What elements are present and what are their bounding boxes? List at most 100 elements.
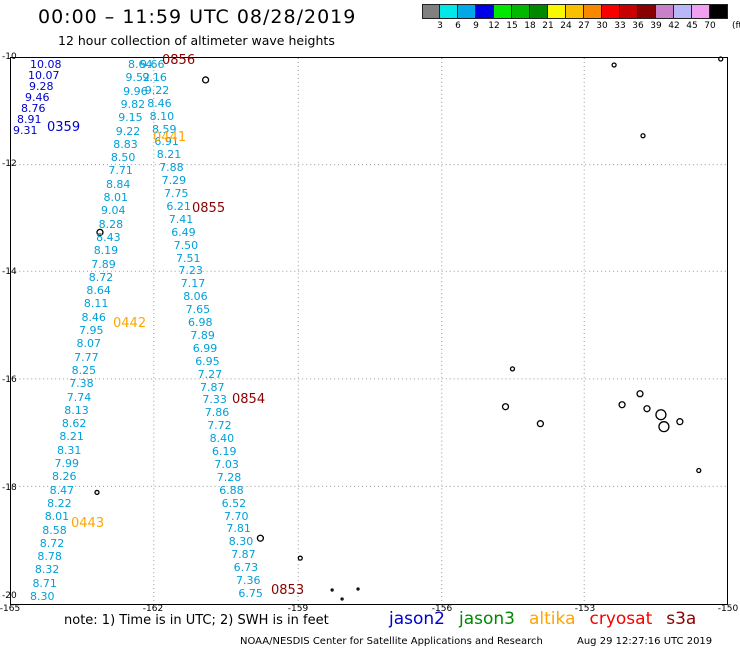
island-outline	[636, 390, 644, 398]
swh-value: 9.52	[125, 71, 151, 85]
pass-time-label: 0853	[271, 583, 305, 598]
pass-time-label: 0359	[47, 120, 81, 135]
swh-value: 8.50	[110, 151, 136, 165]
swh-value: 8.01	[44, 510, 70, 524]
swh-value: 7.77	[74, 350, 99, 364]
swh-value: 8.47	[49, 483, 75, 497]
scale-label: 9	[473, 21, 479, 31]
swh-value: 8.83	[113, 137, 138, 151]
map-frame	[10, 56, 728, 605]
scale-swatch	[710, 4, 728, 19]
swh-value: 8.26	[52, 470, 77, 484]
scale-swatch	[422, 4, 440, 19]
longitude-label: -162	[142, 604, 164, 614]
scale-label: 21	[542, 21, 554, 31]
swh-value: 8.78	[37, 550, 62, 564]
scale-swatch	[494, 4, 512, 19]
swh-value: 8.06	[183, 290, 208, 304]
longitude-label: -159	[287, 604, 309, 614]
swh-value: 8.58	[42, 523, 67, 537]
swh-value: 6.21	[166, 199, 191, 213]
map-subtitle: 12 hour collection of altimeter wave hei…	[58, 33, 335, 48]
scale-swatch	[674, 4, 692, 19]
latitude-label: -16	[2, 375, 17, 385]
satellite-legend: jason2 jason3 altika cryosat s3a	[389, 609, 696, 629]
swh-value: 8.59	[152, 122, 177, 136]
swh-value: 6.95	[195, 354, 220, 368]
swh-value: 7.75	[164, 187, 189, 200]
color-scale	[422, 4, 728, 19]
latitude-label: -12	[2, 159, 17, 169]
scale-label: 30	[596, 21, 608, 31]
swh-value: 7.65	[185, 303, 211, 317]
swh-value: 7.51	[176, 251, 201, 265]
swh-value: 7.29	[161, 174, 187, 188]
swh-value: 8.72	[88, 270, 114, 284]
swh-value: 8.91	[17, 113, 42, 126]
island-outline	[501, 403, 510, 411]
scale-label: 6	[455, 21, 461, 31]
legend-item-jason2: jason2	[389, 609, 445, 629]
island-outline	[509, 366, 516, 372]
swh-value: 8.01	[103, 191, 129, 204]
scale-label: 15	[506, 21, 518, 31]
island-outline	[94, 489, 100, 496]
swh-value: 6.73	[233, 561, 259, 575]
pass-time-label: 0855	[192, 201, 226, 216]
swh-value: 8.30	[228, 535, 254, 549]
swh-value: 7.74	[66, 390, 92, 404]
swh-value: 8.21	[156, 148, 182, 162]
swh-value: 8.40	[209, 432, 235, 446]
island-outline	[618, 401, 626, 409]
scale-label: 18	[524, 21, 536, 31]
swh-value: 7.89	[190, 328, 215, 342]
swh-value: 8.31	[56, 443, 82, 457]
swh-value: 7.89	[91, 257, 116, 271]
swh-value: 7.36	[236, 574, 261, 587]
swh-value: 7.87	[231, 548, 256, 562]
island-outline	[676, 418, 684, 426]
swh-value: 7.87	[200, 380, 225, 394]
scale-swatch	[692, 4, 710, 19]
scale-swatch	[530, 4, 548, 19]
scale-label: 33	[614, 21, 626, 31]
longitude-label: -165	[0, 604, 21, 614]
island-outline	[640, 133, 646, 139]
swh-value: 7.70	[224, 509, 249, 523]
island-outline	[330, 588, 334, 592]
pass-time-label: 0856	[162, 53, 196, 68]
swh-value: 7.86	[204, 406, 230, 420]
swh-value: 7.50	[173, 238, 199, 252]
swh-value: 8.19	[93, 244, 119, 258]
swh-value: 9.46	[25, 91, 50, 104]
latitude-label: -18	[2, 483, 17, 493]
island-outline	[256, 534, 265, 542]
island-outline	[718, 56, 724, 62]
swh-value: 6.91	[154, 135, 179, 149]
swh-value: 8.10	[149, 109, 175, 123]
island-outline	[655, 409, 667, 421]
scale-swatch	[620, 4, 638, 19]
swh-value: 6.99	[192, 341, 218, 355]
scale-swatch	[602, 4, 620, 19]
swh-value: 7.28	[216, 470, 242, 484]
legend-item-altika: altika	[529, 609, 576, 629]
swh-value: 7.95	[79, 324, 104, 337]
island-outline	[96, 228, 104, 236]
swh-value: 9.82	[120, 97, 146, 111]
swh-value: 6.75	[238, 586, 263, 600]
swh-value: 8.32	[34, 563, 60, 577]
scale-label: 39	[650, 21, 662, 31]
swh-value: 7.71	[108, 164, 133, 178]
latitude-label: -20	[2, 591, 17, 601]
swh-value: 8.76	[21, 102, 46, 115]
footer-timestamp: Aug 29 12:27:16 UTC 2019	[577, 636, 713, 647]
longitude-label: -153	[574, 604, 596, 614]
latitude-label: -10	[2, 52, 17, 62]
swh-value: 8.72	[39, 536, 65, 550]
swh-value: 7.23	[178, 264, 203, 278]
swh-value: 7.03	[214, 457, 239, 471]
swh-value: 8.25	[71, 363, 97, 377]
swh-value: 8.28	[98, 217, 124, 231]
swh-value: 7.99	[54, 457, 80, 470]
